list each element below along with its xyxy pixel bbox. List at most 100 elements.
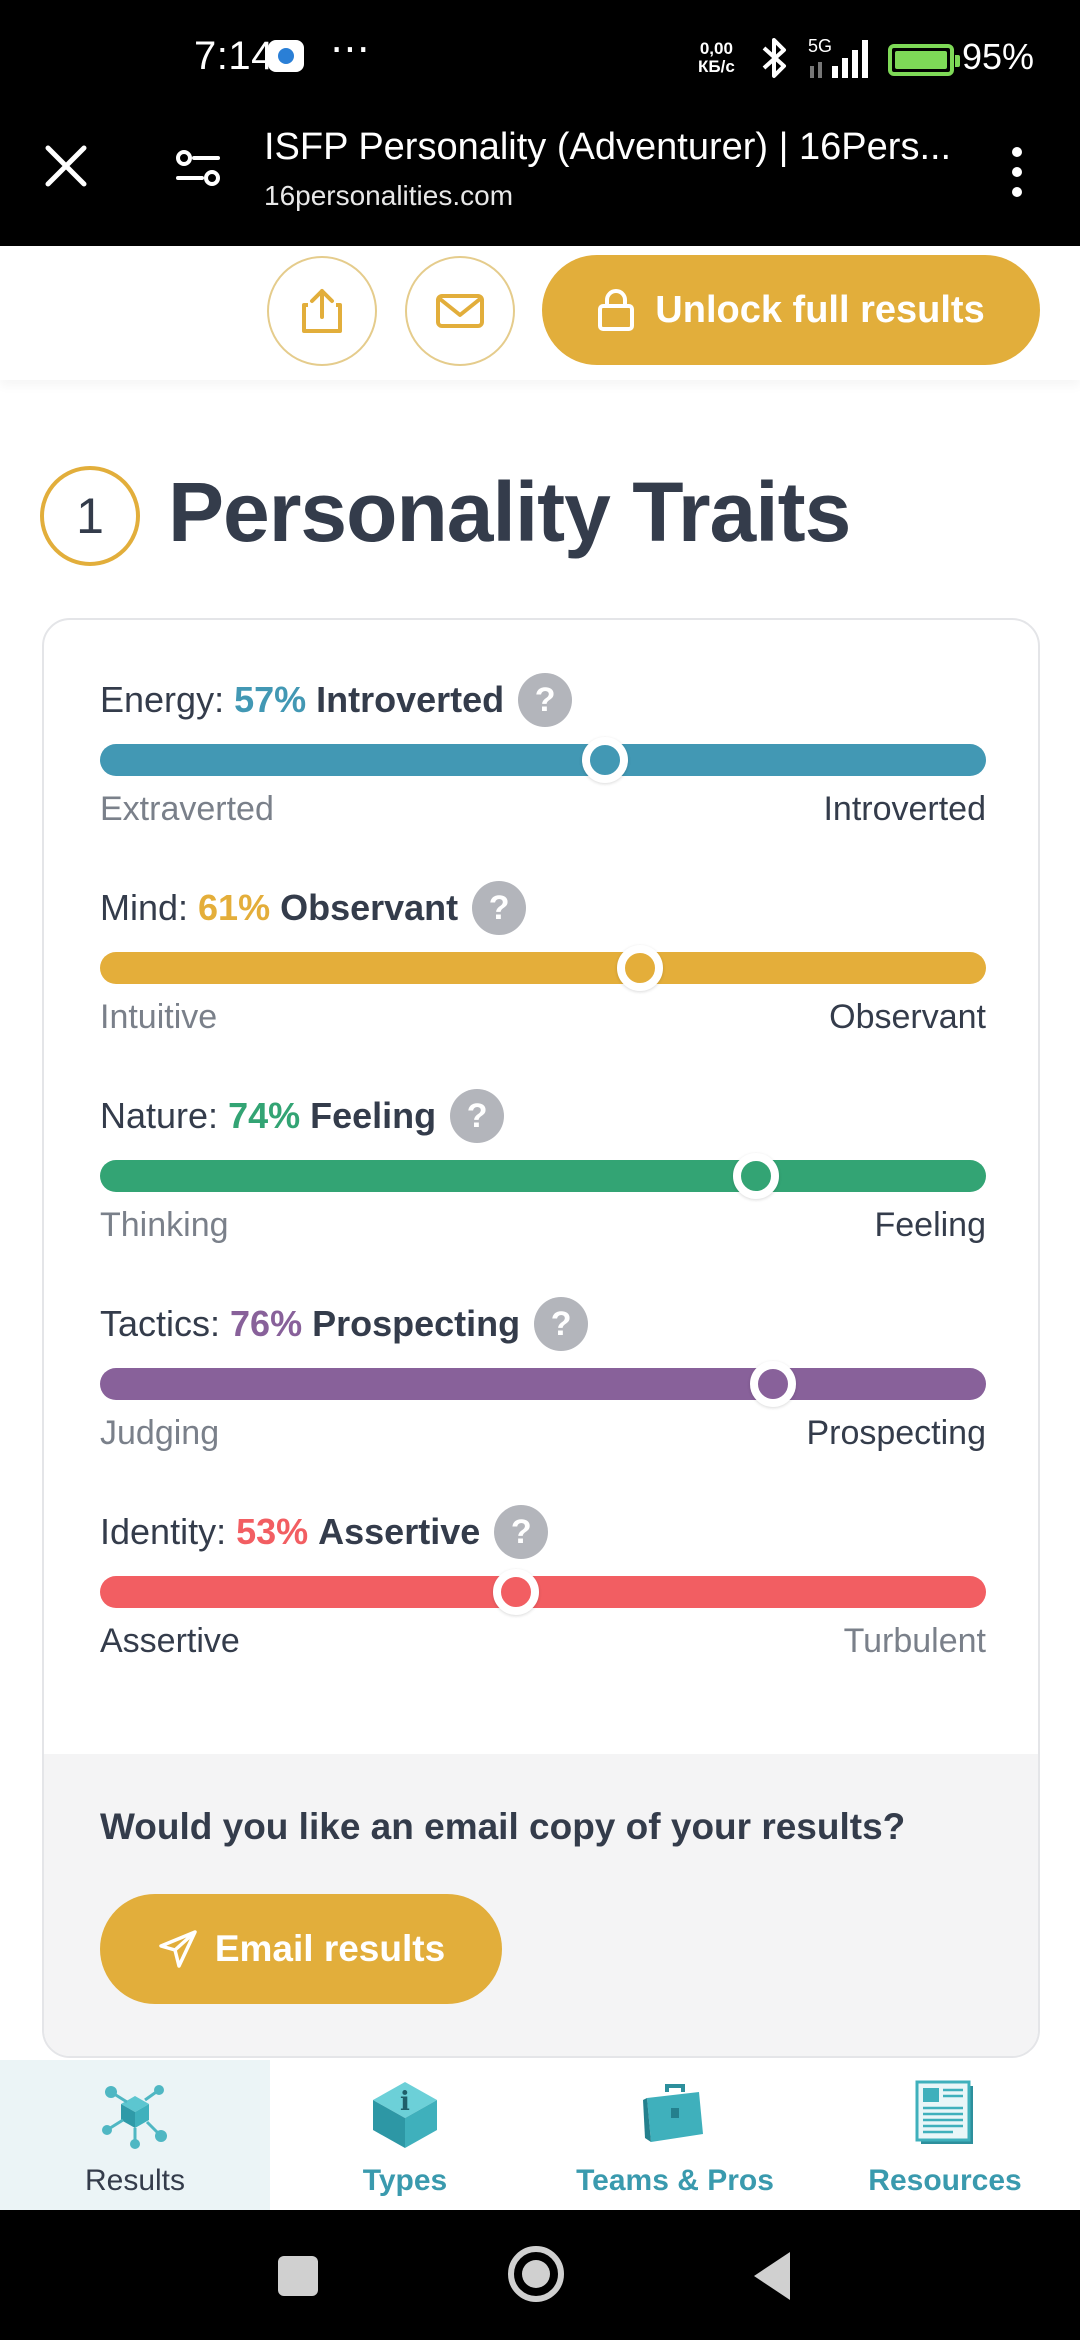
trait-label: Identity: xyxy=(100,1511,227,1552)
trait-heading: Identity: 53% Assertive? xyxy=(100,1502,549,1562)
trait-right-pole: Introverted xyxy=(823,790,986,828)
trait-left-pole: Thinking xyxy=(100,1206,229,1244)
help-icon[interactable]: ? xyxy=(494,1505,549,1559)
trait-type: Observant xyxy=(280,887,459,928)
trait-bar-knob xyxy=(493,1569,540,1615)
email-copy-question: Would you like an email copy of your res… xyxy=(100,1806,906,1847)
help-icon[interactable]: ? xyxy=(518,673,573,727)
trait-percent: 61% xyxy=(198,887,271,928)
results-action-bar: Unlock full results xyxy=(0,246,1080,380)
battery-icon xyxy=(888,44,960,76)
trait-heading: Tactics: 76% Prospecting? xyxy=(100,1294,589,1354)
more-options-icon[interactable] xyxy=(1002,142,1032,202)
types-icon: i xyxy=(373,2082,437,2148)
notification-app-icon xyxy=(268,40,304,72)
status-bar: 7:14 ⋯ 0,00 КБ/с 5G 95% xyxy=(0,0,1080,118)
trait-heading: Energy: 57% Introverted? xyxy=(100,670,573,730)
more-notifications-icon: ⋯ xyxy=(330,27,374,71)
status-time: 7:14 xyxy=(194,34,274,78)
trait-label: Mind: xyxy=(100,887,189,928)
back-button[interactable] xyxy=(754,2252,790,2300)
trait-bar xyxy=(100,1361,986,1407)
recent-apps-button[interactable] xyxy=(278,2256,318,2296)
help-icon[interactable]: ? xyxy=(450,1089,505,1143)
email-results-button[interactable]: Email results xyxy=(100,1894,502,2004)
section-title: Personality Traits xyxy=(168,465,851,559)
svg-text:i: i xyxy=(400,2087,410,2117)
trait-label: Nature: xyxy=(100,1095,219,1136)
trait-type: Introverted xyxy=(316,679,505,720)
email-copy-panel: Would you like an email copy of your res… xyxy=(44,1754,1038,2056)
network-type: 5G xyxy=(808,36,833,56)
trait-left-pole: Assertive xyxy=(100,1622,240,1660)
close-icon[interactable] xyxy=(40,140,92,192)
trait-percent: 57% xyxy=(234,679,307,720)
trait-heading: Mind: 61% Observant? xyxy=(100,878,527,938)
nav-types-label: Types xyxy=(362,2164,448,2197)
trait-heading: Nature: 74% Feeling? xyxy=(100,1086,505,1146)
nav-teams-pros-label: Teams & Pros xyxy=(576,2164,774,2197)
trait-left-pole: Judging xyxy=(100,1414,220,1452)
results-icon xyxy=(102,2085,167,2149)
mail-icon xyxy=(436,294,484,328)
network-speed-value: 0,00 xyxy=(699,39,733,58)
nav-resources[interactable]: Resources xyxy=(810,2060,1080,2210)
lock-icon xyxy=(598,289,635,331)
home-button[interactable] xyxy=(508,2246,564,2302)
page-url: 16personalities.com xyxy=(264,180,514,211)
briefcase-icon xyxy=(643,2084,703,2142)
network-speed-unit: КБ/с xyxy=(698,57,735,76)
trait-left-pole: Extraverted xyxy=(100,790,274,828)
trait-type: Prospecting xyxy=(312,1303,521,1344)
nav-results-label: Results xyxy=(84,2164,186,2197)
trait-right-pole: Prospecting xyxy=(806,1414,986,1452)
section-number-badge: 1 xyxy=(40,466,140,566)
nav-types[interactable]: i Types xyxy=(270,2060,540,2210)
trait-label: Tactics: xyxy=(100,1303,221,1344)
trait-row: Energy: 57% Introverted? Extraverted Introve… xyxy=(100,670,986,850)
share-button[interactable] xyxy=(267,256,377,366)
trait-right-pole: Feeling xyxy=(874,1206,986,1244)
network-speed: 0,00 КБ/с xyxy=(698,40,735,76)
trait-bar-knob xyxy=(750,1361,797,1407)
nav-teams-pros[interactable]: Teams & Pros xyxy=(540,2060,810,2210)
send-icon xyxy=(159,1930,197,1968)
battery-percent: 95% xyxy=(962,36,1035,77)
email-share-button[interactable] xyxy=(405,256,515,366)
trait-bar xyxy=(100,1153,986,1199)
trait-row: Nature: 74% Feeling? Thinking Feeling xyxy=(100,1086,986,1266)
nav-results[interactable]: Results xyxy=(0,2060,270,2210)
unlock-full-results-button[interactable]: Unlock full results xyxy=(542,255,1040,365)
email-results-label: Email results xyxy=(214,1928,446,1969)
trait-bar xyxy=(100,737,986,783)
bluetooth-icon xyxy=(762,38,786,78)
trait-percent: 53% xyxy=(236,1511,309,1552)
trait-label: Energy: xyxy=(100,679,225,720)
traits-card: Energy: 57% Introverted? Extraverted Introve… xyxy=(42,618,1040,2058)
resources-icon xyxy=(915,2080,973,2144)
trait-bar-knob xyxy=(582,737,629,783)
trait-bar xyxy=(100,1569,986,1615)
trait-right-pole: Observant xyxy=(829,998,986,1036)
trait-type: Feeling xyxy=(310,1095,437,1136)
trait-type: Assertive xyxy=(318,1511,481,1552)
system-navigation-bar xyxy=(0,2210,1080,2340)
trait-bar-knob xyxy=(617,945,664,991)
browser-toolbar: ISFP Personality (Adventurer) | 16Pers..… xyxy=(0,118,1080,246)
trait-bar-knob xyxy=(732,1153,779,1199)
help-icon[interactable]: ? xyxy=(534,1297,589,1351)
trait-row: Identity: 53% Assertive? Assertive Turbulent xyxy=(100,1502,986,1682)
site-settings-icon[interactable] xyxy=(172,142,224,194)
share-icon xyxy=(302,289,342,333)
signal-strength-icon xyxy=(810,40,868,78)
bottom-navigation: Results i Types Teams & Pros Resources xyxy=(0,2060,1080,2210)
trait-bar xyxy=(100,945,986,991)
trait-percent: 76% xyxy=(230,1303,303,1344)
trait-left-pole: Intuitive xyxy=(100,998,218,1036)
page-title: ISFP Personality (Adventurer) | 16Pers..… xyxy=(264,126,952,168)
help-icon[interactable]: ? xyxy=(472,881,527,935)
trait-row: Tactics: 76% Prospecting? Judging Prospectin… xyxy=(100,1294,986,1474)
unlock-label: Unlock full results xyxy=(655,288,985,331)
trait-row: Mind: 61% Observant? Intuitive Observant xyxy=(100,878,986,1058)
trait-right-pole: Turbulent xyxy=(843,1622,986,1660)
